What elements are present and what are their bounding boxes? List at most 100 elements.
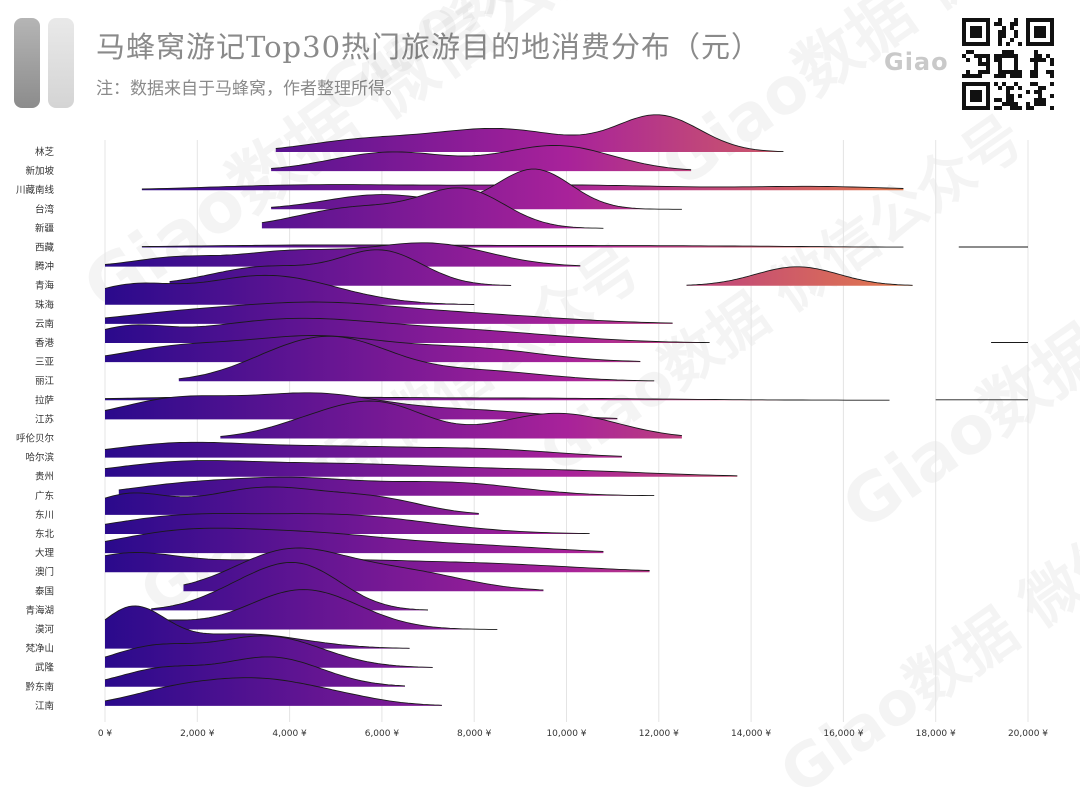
ridge-outline xyxy=(141,244,904,248)
ridge-outline xyxy=(169,249,512,286)
y-category-label: 香港 xyxy=(35,337,55,349)
ridge-outline xyxy=(104,513,590,535)
decor-bar-light xyxy=(48,18,74,108)
chart-subtitle: 注：数据来自于马蜂窝，作者整理所得。 xyxy=(96,79,402,99)
y-category-label: 珠海 xyxy=(35,299,55,311)
y-category-label: 哈尔滨 xyxy=(25,452,54,464)
ridge-outline xyxy=(271,145,692,171)
y-axis-labels: 林芝新加坡川藏南线台湾新疆西藏腾冲青海珠海云南香港三亚丽江拉萨江苏呼伦贝尔哈尔滨… xyxy=(16,146,55,712)
ridge-outline xyxy=(104,527,604,552)
y-category-label: 林芝 xyxy=(35,146,55,158)
ridge-outline xyxy=(261,187,604,229)
y-category-label: 梵净山 xyxy=(25,643,54,655)
y-category-label: 黔东南 xyxy=(25,681,54,693)
ridge-series xyxy=(104,677,442,706)
ridge-area xyxy=(105,656,405,687)
ridge-area xyxy=(105,442,622,458)
y-category-label: 澳门 xyxy=(35,566,54,578)
y-category-label: 漠河 xyxy=(35,624,55,636)
ridge-area xyxy=(105,275,475,305)
ridge-series xyxy=(104,460,738,477)
y-category-label: 武隆 xyxy=(35,662,55,674)
ridge-series xyxy=(104,635,433,668)
ridge-outline xyxy=(183,547,544,591)
ridge-area xyxy=(105,605,410,649)
ridge-area xyxy=(151,562,429,611)
ridge-area xyxy=(105,528,604,554)
y-category-label: 东北 xyxy=(35,528,55,540)
y-category-label: 新加坡 xyxy=(25,165,54,177)
y-category-label: 台湾 xyxy=(35,203,55,215)
y-category-label: 广东 xyxy=(35,490,54,502)
x-tick-label: 2,000 ¥ xyxy=(180,729,215,739)
x-tick-label: 4,000 ¥ xyxy=(272,729,307,739)
ridge-area xyxy=(178,336,655,382)
ridge-area xyxy=(275,114,784,152)
decor-bar-dark xyxy=(14,18,40,108)
ridge-series xyxy=(104,656,406,687)
x-tick-label: 20,000 ¥ xyxy=(1008,729,1048,739)
ridge-series xyxy=(104,301,673,324)
y-category-label: 大理 xyxy=(35,547,55,559)
y-category-label: 青海湖 xyxy=(25,604,54,616)
ridge-area xyxy=(105,460,738,477)
ridge-outline xyxy=(104,242,581,267)
ridge-outline xyxy=(104,552,650,571)
ridge-series xyxy=(220,400,682,439)
ridge-area xyxy=(105,487,479,515)
ridge-outline xyxy=(109,589,498,630)
ridge-outline xyxy=(104,460,738,477)
ridge-series xyxy=(178,335,655,382)
y-category-label: 贵州 xyxy=(35,471,54,483)
x-tick-label: 6,000 ¥ xyxy=(365,729,400,739)
ridge-series xyxy=(151,562,429,611)
ridge-outline xyxy=(104,317,710,344)
ridge-outline xyxy=(151,562,429,611)
ridge-series xyxy=(104,317,1028,344)
y-category-label: 新疆 xyxy=(35,222,55,234)
y-category-label: 拉萨 xyxy=(35,394,55,406)
ridge-series xyxy=(104,274,475,305)
ridge-outline xyxy=(104,486,479,514)
ridges xyxy=(104,114,1028,706)
y-category-label: 泰国 xyxy=(35,585,54,597)
ridge-series xyxy=(104,486,479,515)
x-tick-label: 16,000 ¥ xyxy=(823,729,863,739)
x-tick-label: 14,000 ¥ xyxy=(731,729,771,739)
ridge-outline xyxy=(118,476,655,497)
ridge-outline xyxy=(104,441,622,457)
y-category-label: 西藏 xyxy=(35,242,55,254)
ridge-outline xyxy=(104,635,433,668)
y-category-label: 江南 xyxy=(35,700,54,712)
ridge-series xyxy=(271,145,692,172)
ridge-outline xyxy=(275,114,784,153)
x-tick-label: 12,000 ¥ xyxy=(639,729,679,739)
ridge-outline xyxy=(104,274,475,305)
ridge-outline xyxy=(104,656,406,687)
y-category-label: 东川 xyxy=(35,509,54,521)
ridge-outline xyxy=(104,677,442,706)
chart-title: 马蜂窝游记Top30热门旅游目的地消费分布（元） xyxy=(96,30,762,64)
ridge-outline xyxy=(178,335,655,382)
ridgeline-chart: 林芝新加坡川藏南线台湾新疆西藏腾冲青海珠海云南香港三亚丽江拉萨江苏呼伦贝尔哈尔滨… xyxy=(16,114,1048,739)
y-category-label: 川藏南线 xyxy=(16,184,55,196)
ridge-outline xyxy=(686,266,913,286)
y-category-label: 青海 xyxy=(35,280,55,292)
y-category-label: 三亚 xyxy=(35,357,55,368)
x-tick-label: 18,000 ¥ xyxy=(916,729,956,739)
qr-code-icon xyxy=(962,18,1054,110)
ridge-series xyxy=(104,527,604,554)
ridge-area xyxy=(105,677,442,706)
y-category-label: 腾冲 xyxy=(35,261,54,273)
ridge-area xyxy=(686,266,913,286)
ridge-series xyxy=(141,244,1028,248)
ridge-area xyxy=(220,401,682,439)
ridge-series xyxy=(109,589,498,630)
ridge-series xyxy=(104,441,622,458)
brand-logo: Giao xyxy=(884,48,949,76)
ridge-area xyxy=(271,169,682,210)
y-category-label: 江苏 xyxy=(35,413,55,425)
ridge-outline xyxy=(104,301,673,324)
ridge-series xyxy=(261,187,604,229)
ridge-series xyxy=(104,605,410,649)
